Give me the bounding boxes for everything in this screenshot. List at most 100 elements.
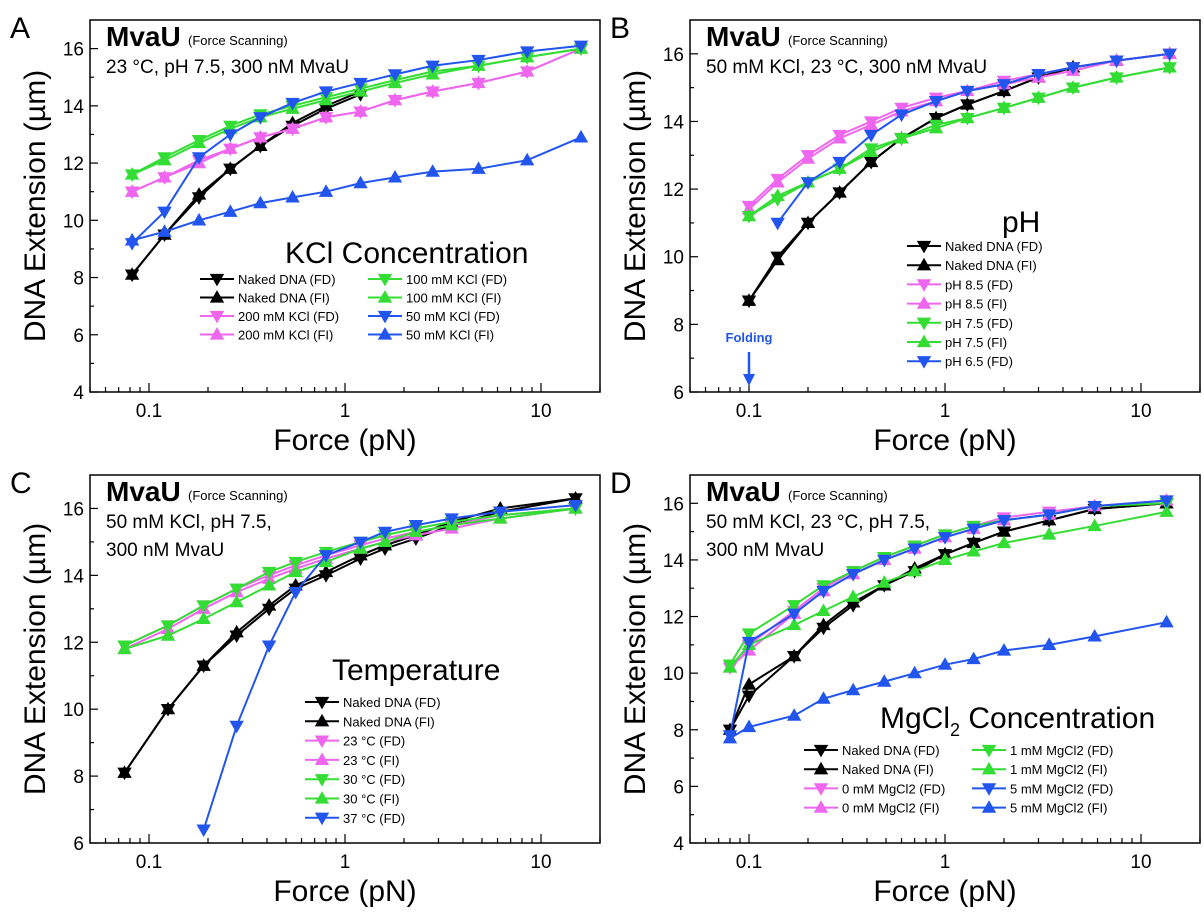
data-point: [471, 161, 486, 174]
legend-label: 100 mM KCl (FD): [406, 272, 507, 287]
data-point: [741, 677, 757, 690]
legend-swatch-marker: [377, 290, 393, 303]
data-point: [1162, 59, 1177, 73]
data-point: [937, 657, 953, 670]
legend-entry: pH 7.5 (FD): [907, 316, 1013, 331]
legend-entry: pH 7.5 (FI): [907, 334, 1007, 350]
legend-entry: 0 mM MgCl2 (FD): [804, 781, 945, 796]
y-tick-label: 16: [663, 494, 684, 515]
data-point: [800, 151, 816, 164]
y-tick-label: 8: [73, 767, 84, 788]
chart-title-suffix: (Force Scanning): [188, 488, 288, 503]
panel-letter: B: [610, 12, 630, 45]
legend-label: 50 mM KCl (FD): [406, 309, 500, 324]
x-tick-label: 10: [530, 401, 551, 422]
chart-conditions: 300 nM MvaU: [106, 540, 224, 561]
y-axis: 6 8 10 12 14 16: [663, 45, 698, 404]
data-point: [160, 628, 176, 641]
legend-entry: Naked DNA (FD): [907, 239, 1043, 254]
data-point: [1159, 504, 1174, 517]
data-point: [253, 195, 268, 209]
y-tick-label: 14: [63, 97, 85, 118]
chart-title-suffix: (Force Scanning): [788, 488, 888, 503]
data-point: [770, 174, 785, 188]
legend-title: MgCl2 Concentration: [880, 702, 1155, 740]
legend-entry: 5 mM MgCl2 (FD): [972, 781, 1113, 796]
legend-label: pH 8.5 (FD): [945, 277, 1013, 292]
chart-conditions: 23 °C, pH 7.5, 300 nM MvaU: [106, 57, 349, 78]
data-point: [285, 121, 300, 134]
legend-swatch-marker: [916, 296, 932, 309]
legend-swatch-marker: [813, 744, 829, 758]
legend-swatch-marker: [209, 327, 225, 340]
chart-panel-c: C 6 8 10 12 14 16 0.1 1 10 Force (pN) DNA Extension…: [10, 467, 601, 908]
legend-swatch-marker: [209, 290, 225, 303]
legend-swatch-marker: [377, 310, 393, 324]
data-point: [353, 84, 368, 97]
y-tick-label: 10: [63, 700, 84, 721]
data-point: [353, 547, 368, 561]
x-axis-label: Force (pN): [273, 424, 416, 457]
data-point: [318, 86, 334, 99]
data-point: [928, 120, 944, 134]
legend-swatch-marker: [916, 279, 932, 292]
chart-panel-b: B 6 8 10 12 14 16 0.1 1 10 Force (pN) DNA Extension…: [610, 12, 1201, 457]
legend-label: Naked DNA (FI): [842, 762, 934, 777]
data-point: [894, 130, 909, 144]
y-tick-label: 14: [663, 112, 685, 133]
x-tick-label: 10: [1130, 401, 1151, 422]
legend-swatch-marker: [314, 812, 330, 826]
legend-label: pH 6.5 (FD): [945, 354, 1013, 369]
data-point: [966, 523, 981, 537]
data-point: [722, 730, 738, 744]
data-point: [573, 40, 589, 54]
data-point: [1087, 518, 1102, 532]
y-tick-label: 16: [63, 499, 84, 520]
data-point: [741, 293, 757, 306]
legend-swatch-marker: [377, 327, 393, 340]
data-point: [229, 624, 244, 638]
legend-swatch-marker: [314, 713, 330, 727]
y-tick-label: 10: [663, 664, 684, 685]
series-line: [748, 66, 1170, 218]
y-tick-label: 12: [663, 180, 684, 201]
data-point: [377, 534, 393, 548]
data-point: [1159, 495, 1174, 508]
legend-entry: Naked DNA (FD): [305, 695, 441, 710]
data-point: [966, 651, 981, 665]
series-7: [722, 614, 1174, 744]
y-axis-label: DNA Extension (µm): [619, 70, 652, 342]
data-point: [863, 144, 879, 158]
data-point: [160, 620, 176, 633]
data-point: [816, 603, 831, 617]
y-tick-label: 10: [663, 248, 684, 269]
annotation-arrow-head: [743, 374, 756, 386]
data-point: [845, 568, 861, 582]
data-point: [408, 520, 424, 533]
y-tick-label: 8: [673, 721, 684, 742]
legend-swatch-marker: [813, 761, 829, 775]
chart-title: MvaU: [106, 21, 181, 52]
data-point: [387, 69, 403, 82]
legend-label: Naked DNA (FD): [343, 695, 441, 710]
y-tick-label: 12: [63, 154, 84, 175]
y-axis: 4 6 8 10 12 14 16: [63, 40, 98, 404]
chart-panel-a: A 4 6 8 10 12 14 16 0.1 1 10 Force (pN) DNA Extensio…: [10, 12, 601, 457]
data-point: [741, 719, 757, 733]
data-point: [196, 600, 211, 613]
legend-label: 30 °C (FD): [343, 772, 405, 787]
data-point: [318, 92, 334, 106]
data-point: [1065, 80, 1081, 93]
legend-entry: 1 mM MgCl2 (FD): [972, 743, 1113, 758]
chart-title: MvaU: [706, 476, 781, 507]
data-point: [124, 167, 140, 180]
data-point: [816, 617, 831, 631]
data-point: [863, 117, 879, 130]
data-point: [285, 97, 300, 111]
data-point: [877, 674, 892, 687]
legend-swatch-marker: [916, 317, 932, 331]
legend-entry: pH 8.5 (FI): [907, 296, 1007, 312]
legend-label: Naked DNA (FI): [343, 714, 435, 729]
data-point: [288, 586, 303, 600]
data-point: [191, 187, 207, 200]
